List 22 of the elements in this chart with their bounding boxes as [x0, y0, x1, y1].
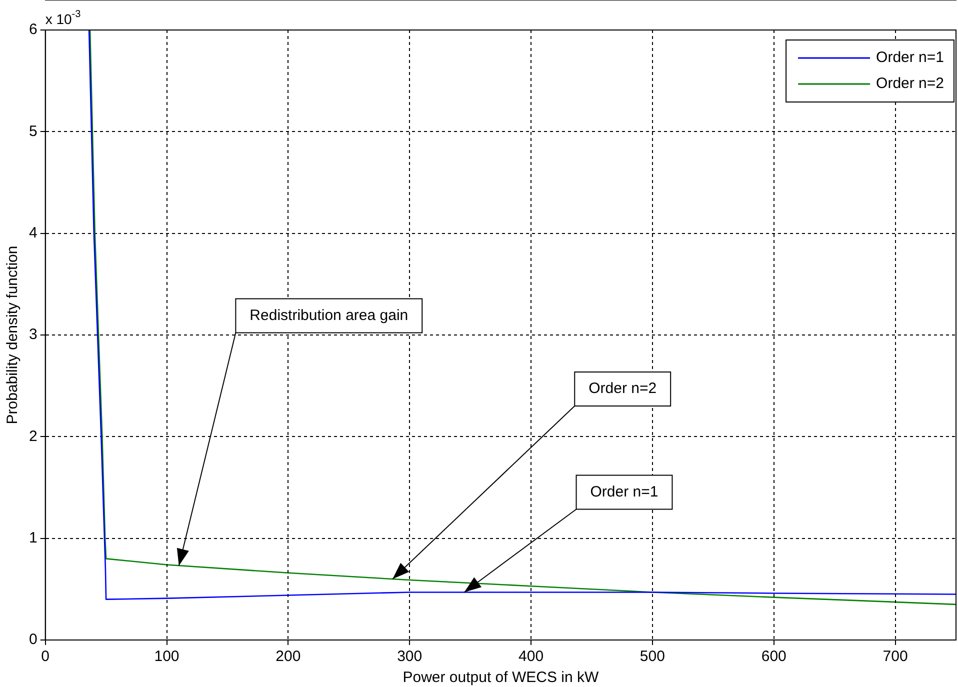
annotation: Redistribution area gain [250, 306, 408, 324]
y-tick-label: 5 [29, 122, 38, 140]
annotation: Order n=2 [588, 380, 657, 398]
x-tick-label: 100 [154, 648, 180, 666]
annotation: Order n=1 [590, 483, 658, 500]
y-tick-label: 6 [29, 21, 38, 38]
x-tick-label: 500 [640, 648, 665, 666]
x-tick-label: 200 [276, 648, 301, 666]
y-tick-label: 3 [29, 326, 38, 344]
x-axis-title: Power output of WECS in kW [402, 669, 600, 686]
legend-label: Order n=2 [876, 75, 944, 92]
x-tick-label: 300 [397, 648, 422, 666]
y-tick-label: 4 [29, 224, 38, 242]
y-axis-title: Probability density function [4, 246, 22, 424]
x-tick-label: 0 [41, 648, 50, 666]
y-tick-label: 0 [29, 631, 38, 648]
x-tick-label: 700 [882, 648, 908, 666]
y-tick-label: 1 [29, 529, 38, 546]
y-tick-label: 2 [29, 428, 38, 445]
legend-label: Order n=1 [876, 49, 944, 66]
x-tick-label: 600 [761, 648, 786, 666]
x-tick-label: 400 [518, 648, 544, 666]
